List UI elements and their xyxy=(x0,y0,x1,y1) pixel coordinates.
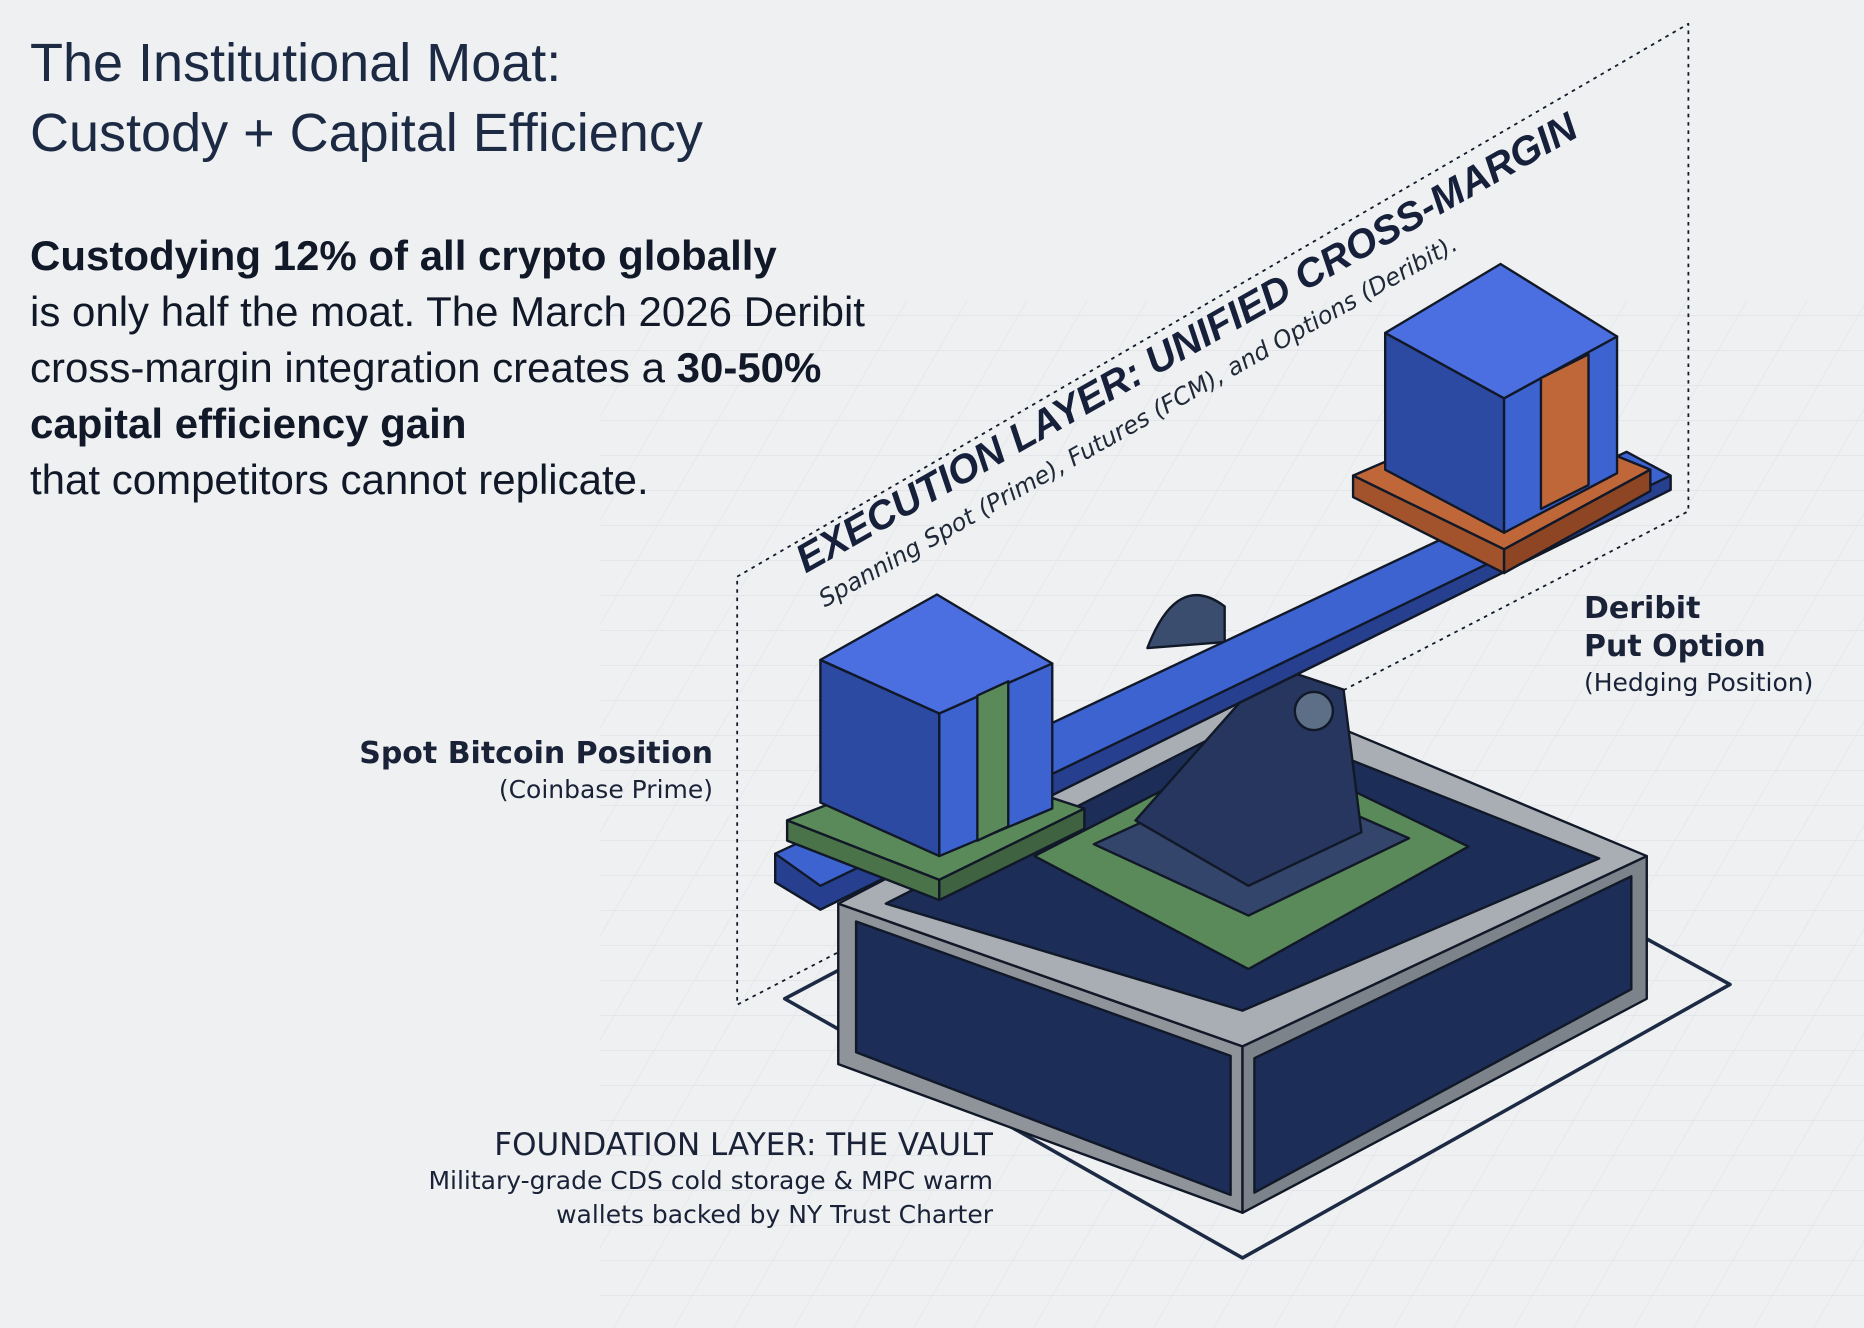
deribit-put-cube xyxy=(1351,262,1652,575)
foundation-layer-label: FOUNDATION LAYER: THE VAULT Military-gra… xyxy=(428,1126,993,1232)
intro-bold-efficiency: 30-50% capital efficiency gain xyxy=(30,344,822,447)
deribit-heading-2: Put Option xyxy=(1584,629,1766,664)
foundation-heading: FOUNDATION LAYER: THE VAULT xyxy=(494,1127,993,1163)
vault xyxy=(837,593,1648,1214)
title-line-2: Custody + Capital Efficiency xyxy=(30,103,703,163)
pivot-bolt xyxy=(1293,690,1335,732)
intro-paragraph: Custodying 12% of all crypto globally is… xyxy=(30,228,890,508)
title-line-1: The Institutional Moat: xyxy=(30,33,562,93)
intro-text-1: is only half the moat. The March 2026 De… xyxy=(30,288,865,391)
execution-plane-outline xyxy=(736,22,1690,1006)
orange-stripe xyxy=(1539,353,1590,511)
foundation-line-1: Military-grade CDS cold storage & MPC wa… xyxy=(428,1166,993,1195)
deribit-subtitle: (Hedging Position) xyxy=(1584,668,1814,697)
spot-position-subtitle: (Coinbase Prime) xyxy=(498,775,713,804)
intro-text-2: that competitors cannot replicate. xyxy=(30,456,649,503)
rear-pivot xyxy=(1146,593,1226,650)
deribit-heading-1: Deribit xyxy=(1584,591,1701,626)
green-stripe xyxy=(976,680,1010,842)
spot-position-heading: Spot Bitcoin Position xyxy=(359,736,713,771)
spot-bitcoin-cube xyxy=(785,593,1086,902)
foundation-line-2: wallets backed by NY Trust Charter xyxy=(556,1200,993,1229)
spot-position-label: Spot Bitcoin Position (Coinbase Prime) xyxy=(359,735,713,807)
intro-bold-custody: Custodying 12% of all crypto globally xyxy=(30,232,777,279)
deribit-position-label: Deribit Put Option (Hedging Position) xyxy=(1584,590,1813,700)
page-title: The Institutional Moat: Custody + Capita… xyxy=(30,28,703,168)
